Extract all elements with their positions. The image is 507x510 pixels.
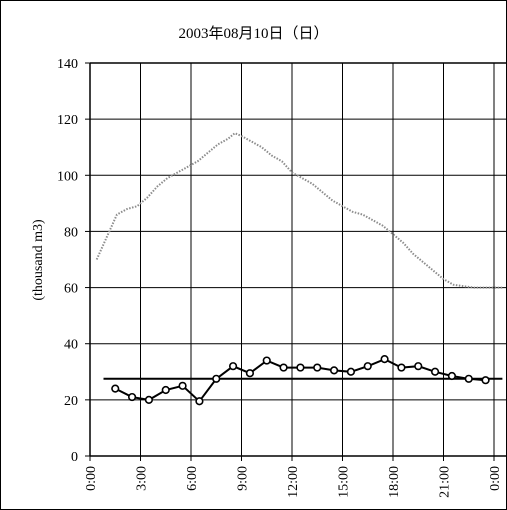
series-point [363, 362, 372, 371]
series-point [144, 395, 154, 404]
x-tick-label: 21:00 [438, 466, 453, 498]
series-point [195, 397, 204, 406]
x-tick-label: 0:00 [84, 466, 99, 491]
series-point [161, 385, 170, 395]
series-point [414, 362, 423, 371]
series-point [313, 363, 322, 372]
series-point [111, 384, 120, 393]
x-tick-label: 6:00 [185, 466, 200, 491]
y-tick-label: 60 [64, 282, 78, 297]
series-point [212, 374, 221, 383]
series-point [228, 362, 238, 371]
series-point [127, 392, 137, 402]
series-point [178, 381, 187, 390]
chart-title: 2003年08月10日（日） [178, 26, 329, 42]
y-tick-label: 80 [64, 225, 78, 240]
series-point [245, 369, 255, 378]
y-tick-label: 100 [57, 169, 78, 184]
series-point [279, 363, 288, 372]
x-tick-label: 3:00 [135, 466, 150, 491]
y-tick-label: 20 [64, 394, 78, 409]
series-layer [95, 132, 503, 406]
series-point [346, 367, 356, 376]
series-point [464, 374, 473, 383]
series-point [430, 367, 440, 376]
series-point [329, 366, 339, 375]
grid-layer [90, 62, 507, 456]
x-tick-label: 0:00 [488, 466, 503, 491]
series-point [262, 356, 271, 365]
series-point [397, 363, 406, 372]
series-point [380, 355, 389, 364]
x-tick-label: 12:00 [286, 466, 301, 498]
series-point [481, 376, 490, 385]
x-tick-label: 9:00 [236, 466, 251, 491]
y-axis-label: (thousand m3) [31, 219, 46, 301]
y-tick-label: 120 [57, 113, 78, 128]
y-tick-label: 140 [57, 57, 78, 72]
y-tick-label: 40 [64, 338, 78, 353]
x-tick-label: 15:00 [337, 466, 352, 498]
series-point [447, 371, 457, 381]
series-point [296, 363, 305, 372]
series-line-dotted [95, 132, 503, 289]
label-layer: (thousand m3) 0 20 40 60 80 100 120 140 0:00 3:00… [31, 57, 503, 498]
axis-layer [85, 62, 507, 461]
x-tick-label: 18:00 [387, 466, 402, 498]
y-tick-label: 0 [71, 450, 78, 465]
